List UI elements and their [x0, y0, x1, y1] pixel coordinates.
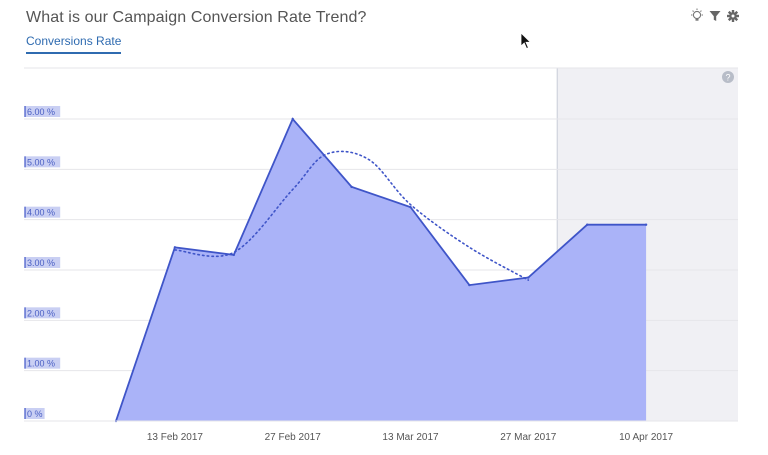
y-tick-label-bg: [25, 307, 61, 319]
lightbulb-icon[interactable]: [690, 8, 704, 24]
data-point: [468, 283, 471, 287]
chart-toolbar: [690, 8, 740, 24]
y-tick-label-bg: [25, 106, 61, 117]
data-point: [232, 253, 235, 257]
x-tick-label: 13 Feb 2017: [147, 432, 204, 443]
y-tick-label: 1.00 %: [27, 359, 55, 369]
gear-icon[interactable]: [726, 8, 740, 24]
help-icon[interactable]: ?: [722, 71, 734, 83]
y-tick-label: 0 %: [27, 409, 43, 419]
data-point: [527, 276, 530, 279]
data-point: [173, 246, 177, 249]
data-point: [409, 205, 412, 209]
data-point: [350, 185, 353, 189]
data-point: [586, 223, 589, 226]
y-tick-label-bg: [25, 156, 61, 168]
data-points: [114, 117, 648, 423]
y-axis: 0 % 1.00 % 2.00 % 3.00 % 4.00 % 5.00 % 6.00 %: [24, 106, 61, 419]
y-tick-label-bg: [25, 206, 61, 218]
x-tick-label: 13 Mar 2017: [382, 432, 439, 443]
series-area: [116, 119, 647, 421]
trend-line: [174, 150, 530, 281]
data-point: [644, 223, 648, 226]
data-point: [291, 117, 294, 121]
tab-conversions-rate[interactable]: Conversions Rate: [26, 34, 122, 54]
x-tick-label: 27 Feb 2017: [265, 432, 322, 443]
x-tick-label: 27 Mar 2017: [500, 432, 557, 443]
x-axis: 13 Feb 2017 27 Feb 2017 13 Mar 2017 27 Mar …: [24, 420, 738, 443]
chart-title: What is our Campaign Conversion Rate Tre…: [26, 9, 367, 26]
y-tick-label: 6.00 %: [27, 107, 55, 117]
y-tick-label-bg: [25, 257, 61, 268]
y-tick-label: 3.00 %: [27, 258, 55, 268]
y-tick-label-bg: [25, 357, 61, 369]
mouse-cursor-icon: [520, 32, 532, 55]
y-tick-label: 5.00 %: [27, 157, 55, 167]
filter-icon[interactable]: [708, 8, 722, 24]
x-tick-label: 10 Apr 2017: [619, 432, 673, 443]
y-tick-label: 4.00 %: [27, 208, 55, 218]
y-tick-label-bg: [25, 408, 45, 419]
y-tick-label: 2.00 %: [27, 308, 55, 318]
series-line: [115, 117, 647, 422]
svg-text:?: ?: [725, 73, 730, 83]
